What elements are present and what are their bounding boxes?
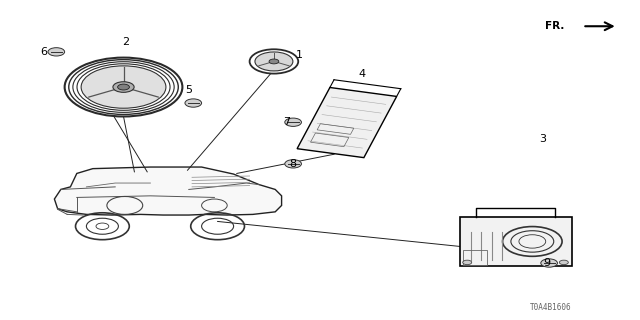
Circle shape [118,84,129,90]
Polygon shape [54,167,282,215]
Text: FR.: FR. [545,21,564,31]
Text: 5: 5 [186,85,192,95]
Text: 9: 9 [543,258,551,268]
Circle shape [269,59,279,64]
Text: 1: 1 [296,50,303,60]
Circle shape [541,259,557,267]
Text: 6: 6 [40,47,47,57]
Circle shape [185,99,202,107]
Circle shape [559,260,568,265]
Circle shape [255,52,293,71]
Text: 4: 4 [358,69,365,79]
Text: 8: 8 [289,159,297,169]
Circle shape [285,118,301,126]
Circle shape [285,160,301,168]
Circle shape [463,260,472,265]
Text: 7: 7 [283,117,291,127]
Text: T0A4B1606: T0A4B1606 [529,303,572,312]
Text: 2: 2 [122,37,130,47]
Circle shape [81,66,166,108]
Polygon shape [297,87,397,158]
FancyBboxPatch shape [460,217,572,266]
Circle shape [113,82,134,92]
Circle shape [48,48,65,56]
Text: 3: 3 [540,134,546,144]
